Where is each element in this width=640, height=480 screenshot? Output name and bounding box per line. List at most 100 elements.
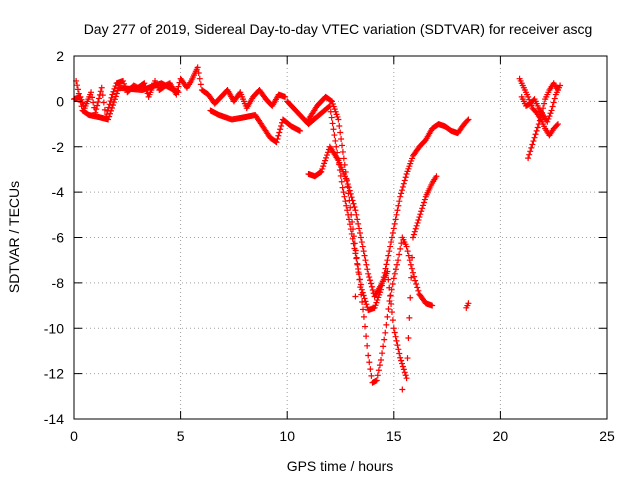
data-point — [356, 276, 363, 283]
data-point — [99, 92, 106, 99]
data-point — [414, 284, 421, 291]
data-point — [94, 102, 101, 109]
data-point — [349, 197, 356, 204]
data-point — [412, 225, 419, 232]
y-tick-label: 0 — [56, 93, 64, 109]
data-point — [397, 193, 404, 200]
data-point — [531, 134, 538, 141]
data-point — [396, 350, 403, 357]
data-point — [296, 127, 303, 134]
data-point — [554, 87, 561, 94]
data-point — [369, 287, 376, 294]
data-point — [112, 93, 119, 100]
data-point — [197, 81, 204, 88]
data-point — [379, 350, 386, 357]
plot-frame — [73, 55, 608, 420]
data-point — [541, 100, 548, 107]
y-axis-label: SDTVAR / TECUs — [6, 181, 22, 293]
data-point — [326, 102, 333, 109]
data-point — [332, 137, 339, 144]
data-point — [113, 90, 120, 97]
data-point — [534, 124, 541, 131]
data-point — [409, 254, 416, 261]
data-point — [407, 294, 414, 301]
data-point — [175, 89, 182, 96]
data-point — [360, 248, 367, 255]
data-point — [398, 357, 405, 364]
data-point — [340, 189, 347, 196]
data-point — [141, 80, 148, 87]
data-point — [529, 141, 536, 148]
data-point — [378, 357, 385, 364]
data-point — [530, 138, 537, 145]
data-point — [408, 274, 415, 281]
data-point — [392, 216, 399, 223]
data-point — [362, 323, 369, 330]
data-point — [409, 269, 416, 276]
data-point — [107, 98, 114, 105]
data-point — [384, 313, 391, 320]
data-point — [395, 257, 402, 264]
data-point — [550, 99, 557, 106]
data-point — [400, 180, 407, 187]
data-point — [344, 181, 351, 188]
data-point — [399, 386, 406, 393]
data-point — [386, 284, 393, 291]
data-point — [275, 132, 282, 139]
data-point — [349, 226, 356, 233]
data-point — [319, 165, 326, 172]
data-point — [546, 113, 553, 120]
data-point — [74, 86, 81, 93]
data-point — [418, 208, 425, 215]
data-point — [400, 366, 407, 373]
data-point — [396, 251, 403, 258]
tick-layer — [73, 55, 608, 420]
data-point — [320, 163, 327, 170]
data-point — [363, 261, 370, 268]
y-tick-label: -2 — [52, 139, 65, 155]
data-point — [100, 99, 107, 106]
data-point — [328, 97, 335, 104]
x-tick-label: 5 — [177, 428, 185, 444]
data-point — [389, 317, 396, 324]
data-point — [350, 200, 357, 207]
data-point — [421, 196, 428, 203]
data-point — [109, 102, 116, 109]
x-axis-label: GPS time / hours — [287, 458, 394, 474]
data-point — [391, 270, 398, 277]
data-point — [339, 148, 346, 155]
data-point — [392, 333, 399, 340]
data-point — [367, 277, 374, 284]
data-point — [342, 198, 349, 205]
x-tick-label: 0 — [70, 428, 78, 444]
data-point — [374, 372, 381, 379]
data-point — [329, 120, 336, 127]
data-point — [399, 360, 406, 367]
data-point — [354, 261, 361, 268]
data-point — [345, 184, 352, 191]
data-point — [381, 336, 388, 343]
data-point — [349, 218, 356, 225]
data-point — [355, 220, 362, 227]
data-point — [384, 257, 391, 264]
data-point — [388, 239, 395, 246]
data-point — [398, 240, 405, 247]
data-point — [376, 362, 383, 369]
data-point — [357, 284, 364, 291]
data-point — [384, 268, 391, 275]
data-point — [393, 211, 400, 218]
data-point — [403, 243, 410, 250]
data-point — [347, 204, 354, 211]
y-tick-label: -4 — [52, 184, 65, 200]
data-point — [277, 126, 284, 133]
data-point — [98, 84, 105, 91]
data-point — [348, 194, 355, 201]
data-point — [341, 193, 348, 200]
data-point — [526, 151, 533, 158]
data-point — [106, 101, 113, 108]
data-point — [402, 174, 409, 181]
x-tick-labels: 0 5 10 15 20 25 — [70, 428, 615, 444]
data-point — [368, 372, 375, 379]
data-point — [551, 95, 558, 102]
